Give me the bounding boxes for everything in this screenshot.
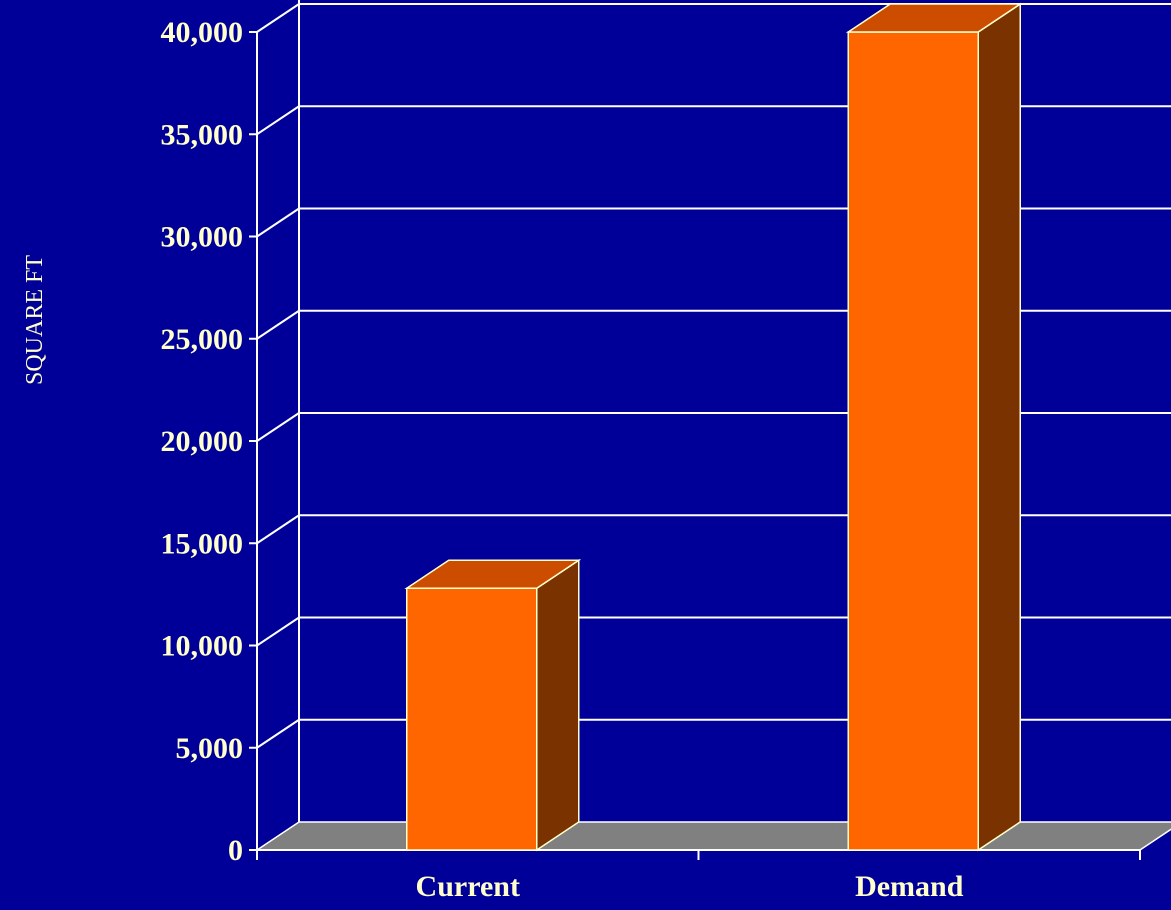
x-tick-labels: Current Demand <box>416 870 964 903</box>
gridline-diagonal <box>256 616 300 647</box>
gridline-diagonal <box>256 309 300 340</box>
y-tick-label: 40,000 <box>161 16 244 49</box>
bar-top-face <box>404 559 582 589</box>
y-tick-label: 20,000 <box>161 425 244 458</box>
gridlines <box>256 3 1171 749</box>
bar-side-face <box>536 558 580 852</box>
gridline-diagonal <box>256 3 300 33</box>
bar-front-face <box>406 587 538 851</box>
y-tick-label: 10,000 <box>161 630 244 663</box>
chart-floor <box>254 821 1171 851</box>
bar-side-face <box>977 2 1021 852</box>
gridline-diagonal <box>256 514 300 545</box>
gridline-diagonal <box>256 718 300 749</box>
x-tick-label: Demand <box>855 870 964 903</box>
x-tick-label: Current <box>416 870 520 903</box>
y-tick-label: 25,000 <box>161 323 244 356</box>
axes <box>249 0 1141 860</box>
gridline-diagonal <box>256 412 300 442</box>
y-tick-label: 35,000 <box>161 118 244 151</box>
y-tick-label: 30,000 <box>161 221 244 254</box>
gridline-diagonal <box>256 207 300 238</box>
y-tick-label: 0 <box>228 834 243 867</box>
gridline-diagonal <box>256 105 300 136</box>
y-axis-label: SQUARE FT <box>22 255 48 385</box>
bar-front-face <box>847 31 979 851</box>
floor-plane <box>254 821 1171 851</box>
bars <box>404 2 1023 852</box>
bar <box>845 2 1023 852</box>
y-tick-label: 5,000 <box>176 732 244 765</box>
y-tick-label: 15,000 <box>161 527 244 560</box>
bar <box>404 558 582 852</box>
bar-top-face <box>845 3 1023 33</box>
y-tick-labels: 0 5,000 10,000 15,000 20,000 25,000 30,000 35,0… <box>161 16 244 867</box>
